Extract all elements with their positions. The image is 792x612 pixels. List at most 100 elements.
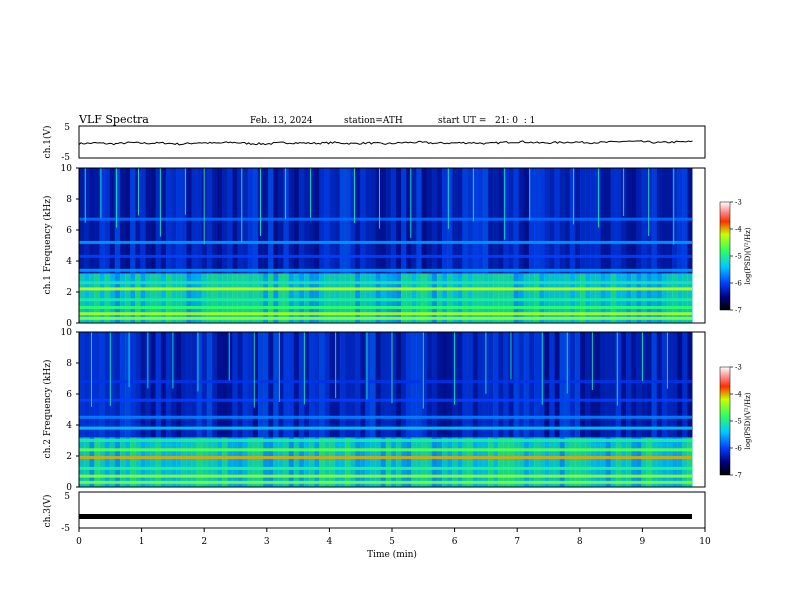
ch1-noise-cell: [595, 273, 602, 323]
ch1-noise-cell: [339, 273, 346, 323]
ch2-noise-cell: [84, 437, 90, 487]
ch2-band: [79, 439, 692, 442]
ch2-noise-cell: [109, 437, 116, 487]
ch2-noise-cell: [288, 437, 295, 487]
ch1-noise-cell: [539, 273, 545, 323]
ch2-noise-cell: [324, 437, 331, 487]
ch1-colorbar-tick-label: -7: [735, 307, 742, 315]
ch2-noise-cell: [252, 437, 259, 487]
ch2-colorbar: [719, 366, 731, 476]
ch1-noise-cell: [309, 168, 315, 274]
ch2-noise-cell: [447, 437, 453, 487]
ch3-ylabel: ch.3(V): [42, 495, 53, 528]
ch2-noise-cell: [257, 437, 264, 487]
ch2-noise-cell: [339, 437, 346, 487]
ch1-noise-cell: [528, 168, 535, 274]
ch2-noise-cell: [549, 437, 556, 487]
ch2-noise-cell: [636, 437, 642, 487]
ch1-noise-cell: [89, 273, 95, 323]
ch2-noise-cell: [411, 437, 418, 487]
ch1-noise-cell: [84, 273, 90, 323]
ch2-noise-cell: [252, 332, 259, 438]
ch2-noise-cell: [314, 332, 320, 438]
ch1-noise-cell: [288, 273, 295, 323]
x-tick-label: 2: [201, 537, 207, 547]
ch2-noise-cell: [411, 332, 418, 438]
ch2-noise-cell: [365, 332, 372, 438]
ch1-noise-cell: [682, 168, 688, 274]
ch2-empty-region: [692, 332, 705, 487]
ch2-colorbar-tick-label: -4: [735, 391, 742, 399]
ch2-noise-cell: [426, 332, 433, 438]
ch1-noise-cell: [114, 168, 121, 274]
ch1-noise-cell: [498, 273, 504, 323]
ch2-noise-cell: [549, 332, 556, 438]
ch1-band: [79, 316, 692, 320]
ch1-noise-cell: [487, 273, 494, 323]
ch1-noise-cell: [528, 273, 535, 323]
ch2-noise-cell: [682, 332, 688, 438]
ch1-noise-cell: [661, 273, 668, 323]
ch2-noise-cell: [395, 332, 402, 438]
ch1-ytick-label: 6: [66, 226, 72, 236]
ch1-noise-cell: [355, 168, 361, 274]
ch1-noise-cell: [293, 168, 300, 274]
ch2-noise-cell: [585, 332, 591, 438]
ch1-noise-cell: [564, 168, 571, 274]
ch2-noise-cell: [569, 332, 576, 438]
ch2-noise-cell: [610, 332, 617, 438]
ch1-noise-cell: [237, 273, 244, 323]
ch3-ytick-top: 5: [64, 492, 70, 502]
ch1-ytick-label: 0: [66, 319, 72, 329]
ch2-noise-cell: [196, 332, 203, 438]
ch1-noise-cell: [329, 273, 336, 323]
ch1-noise-cell: [314, 168, 320, 274]
ch1-noise-cell: [436, 273, 443, 323]
ch2-noise-cell: [513, 437, 520, 487]
ch2-noise-cell: [130, 437, 136, 487]
ch2-noise-cell: [416, 332, 423, 438]
ch2-noise-cell: [125, 332, 131, 438]
ch2-noise-cell: [217, 332, 223, 438]
x-tick-label: 1: [139, 537, 145, 547]
ch2-noise-cell: [94, 437, 101, 487]
ch1-noise-cell: [309, 273, 315, 323]
ch2-noise-cell: [641, 437, 648, 487]
ch2-noise-cell: [247, 332, 254, 438]
ch1-noise-cell: [666, 273, 673, 323]
ch2-noise-cell: [523, 437, 530, 487]
ch2-noise-cell: [140, 437, 147, 487]
ch1-noise-cell: [109, 273, 116, 323]
ch1-noise-cell: [222, 168, 228, 274]
ch1-noise-cell: [421, 168, 428, 274]
ch2-noise-cell: [99, 437, 106, 487]
ch2-ytick-label: 0: [66, 483, 72, 493]
ch1-noise-cell: [211, 168, 218, 274]
ch1-noise-cell: [278, 273, 285, 323]
ch1-noise-cell: [288, 168, 295, 274]
ch1-noise-cell: [462, 273, 469, 323]
ch1-noise-cell: [125, 273, 131, 323]
ch1-noise-cell: [641, 168, 648, 274]
ch2-noise-cell: [467, 437, 474, 487]
ch2-noise-cell: [401, 332, 407, 438]
ch2-noise-cell: [457, 437, 464, 487]
ch1-noise-cell: [687, 273, 694, 323]
ch2-noise-cell: [661, 437, 668, 487]
ch1-noise-cell: [293, 273, 300, 323]
ch1-noise-cell: [605, 273, 612, 323]
ch2-noise-cell: [150, 332, 157, 438]
ch1-noise-cell: [165, 273, 172, 323]
ch2-noise-cell: [554, 332, 561, 438]
ch1-colorbar-tick-label: -5: [735, 253, 742, 261]
ch2-band: [79, 474, 692, 478]
ch1-noise-cell: [406, 273, 412, 323]
ch2-noise-cell: [513, 332, 520, 438]
ch1-noise-cell: [380, 168, 387, 274]
ch2-noise-cell: [498, 332, 504, 438]
ch2-noise-cell: [135, 332, 141, 438]
ch1-noise-cell: [508, 273, 515, 323]
ch2-noise-cell: [620, 437, 627, 487]
ch1-ylabel: ch.1(V): [42, 126, 53, 159]
ch1-colorbar-tick-label: -4: [735, 226, 742, 234]
